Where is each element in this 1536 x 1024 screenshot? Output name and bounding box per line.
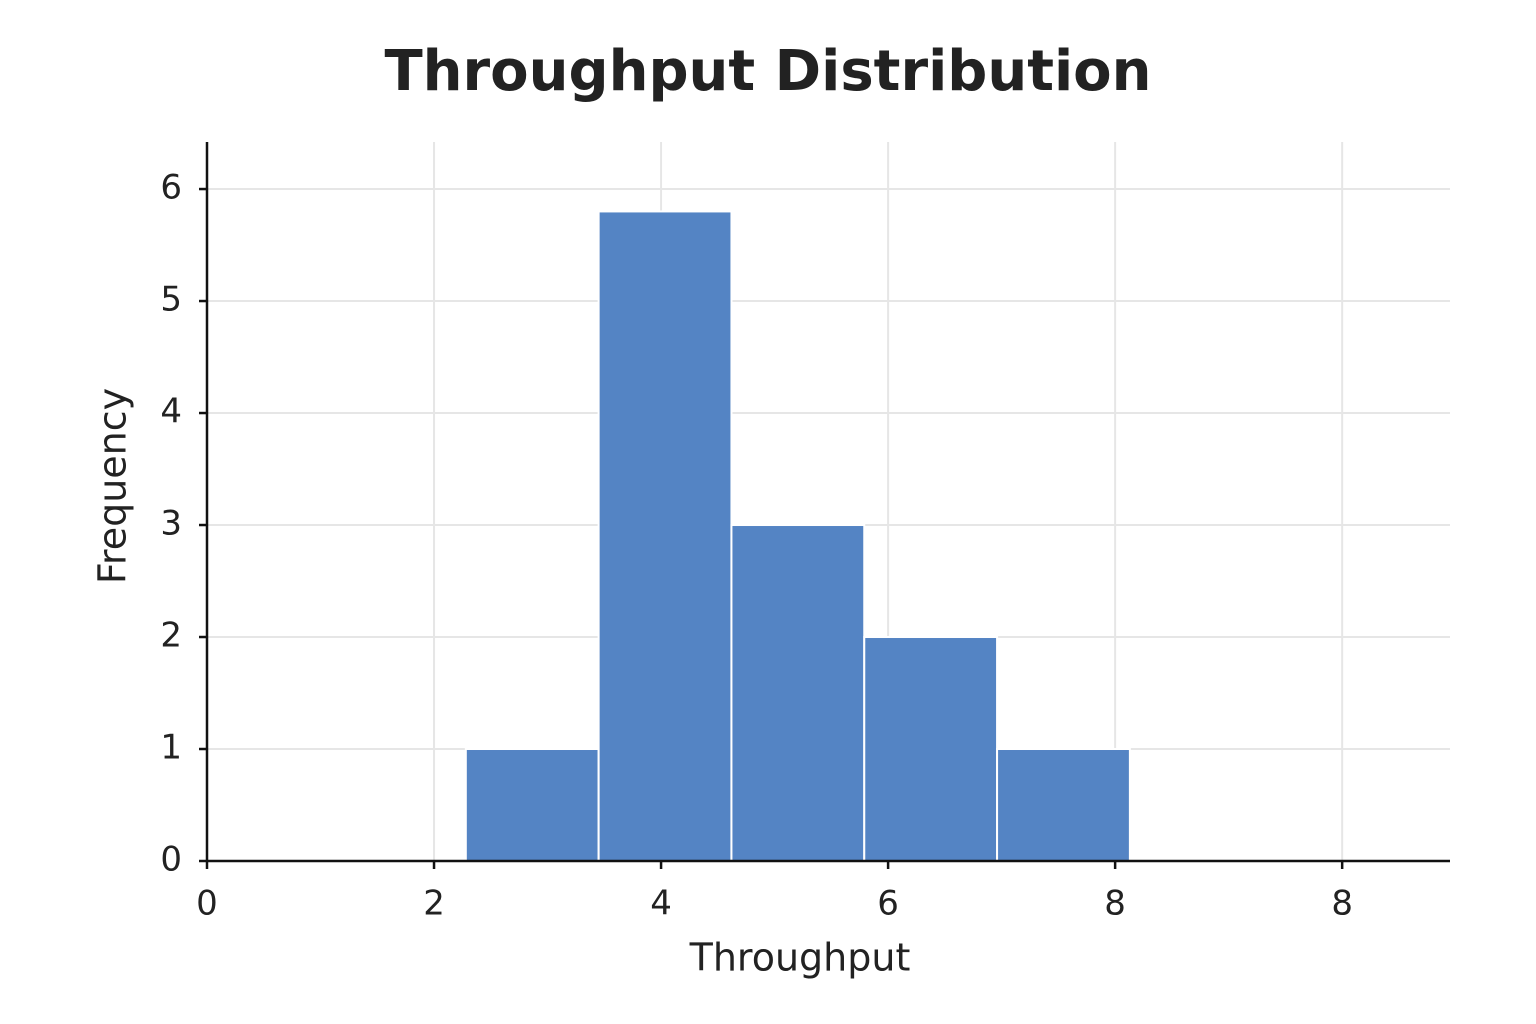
x-axis-label: Throughput — [689, 936, 911, 980]
y-tick-label: 2 — [160, 616, 182, 656]
y-tick-label: 1 — [160, 728, 182, 768]
y-tick-label: 3 — [160, 504, 182, 544]
bar — [996, 748, 1131, 862]
y-tick-label: 6 — [160, 168, 182, 208]
bar — [464, 748, 600, 862]
x-tick-label: 6 — [877, 884, 899, 924]
bar — [863, 636, 999, 862]
chart-title: Throughput Distribution — [384, 39, 1151, 104]
bar — [597, 210, 733, 862]
x-tick-label: 2 — [423, 884, 445, 924]
y-tick-label: 0 — [160, 840, 182, 880]
y-axis-label: Frequency — [91, 388, 135, 584]
y-tick-label: 5 — [160, 280, 182, 320]
x-tick-label: 8 — [1331, 884, 1353, 924]
y-tick-label: 4 — [160, 392, 182, 432]
x-tick-label: 4 — [650, 884, 672, 924]
bar — [730, 524, 866, 862]
x-tick-label: 8 — [1104, 884, 1126, 924]
x-tick-label: 0 — [196, 884, 218, 924]
